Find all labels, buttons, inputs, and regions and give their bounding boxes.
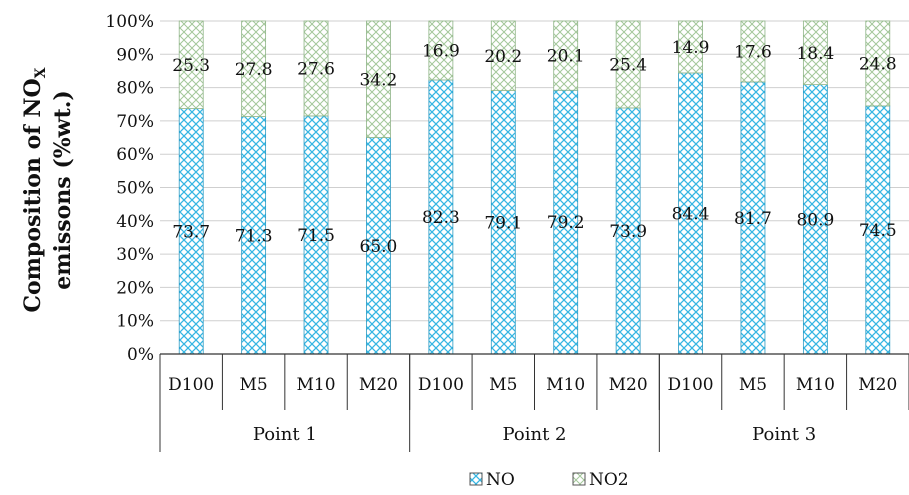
data-label-no2: 34.2 bbox=[360, 70, 398, 90]
y-tick-label: 90% bbox=[116, 45, 154, 65]
x-category-label: M20 bbox=[858, 375, 897, 395]
bar-no2 bbox=[553, 20, 579, 91]
bar-no bbox=[428, 79, 454, 355]
x-category-label: M10 bbox=[796, 375, 835, 395]
data-label-no: 84.4 bbox=[672, 204, 710, 224]
data-label-no: 81.7 bbox=[734, 209, 772, 229]
data-label-no: 73.9 bbox=[609, 222, 647, 242]
data-label-no: 79.2 bbox=[547, 213, 585, 233]
bar-no2 bbox=[740, 20, 766, 83]
legend: NO NO2 bbox=[469, 470, 629, 490]
data-label-no2: 20.2 bbox=[484, 47, 522, 67]
bar-no2 bbox=[615, 20, 641, 109]
bar-no2 bbox=[802, 20, 828, 86]
data-label-no: 80.9 bbox=[796, 210, 834, 230]
bar-no2 bbox=[303, 20, 329, 117]
y-axis-title-subscript: X bbox=[33, 67, 49, 78]
data-label-no: 82.3 bbox=[422, 208, 460, 228]
x-category-label: M5 bbox=[739, 375, 767, 395]
bar-no bbox=[366, 137, 391, 355]
data-label-no: 65.0 bbox=[360, 237, 398, 257]
data-label-no2: 17.6 bbox=[734, 42, 772, 62]
bar-no2 bbox=[678, 20, 703, 74]
y-axis-ticks: 0% 10% 20% 30% 40% 50% 60% 70% 80% 90% 100% bbox=[105, 12, 154, 365]
y-axis-title-line1: Composition of NO bbox=[20, 78, 46, 312]
data-label-no2: 24.8 bbox=[859, 54, 897, 74]
x-group-label: Point 3 bbox=[752, 424, 816, 445]
bar-no2 bbox=[490, 20, 516, 91]
x-category-label: M10 bbox=[297, 375, 336, 395]
data-label-no2: 27.6 bbox=[297, 59, 335, 79]
legend-swatch-no2 bbox=[572, 472, 586, 486]
data-labels: 73.7 25.3 71.3 27.8 71.5 27.6 65.0 34.2 82.3 16.9… bbox=[172, 38, 896, 257]
y-axis-title: Composition of NOX bbox=[20, 67, 49, 312]
data-label-no: 73.7 bbox=[172, 222, 210, 242]
bar-no2 bbox=[865, 20, 891, 107]
y-tick-label: 60% bbox=[116, 145, 154, 165]
y-axis-title-line2: emissons (%wt.) bbox=[50, 90, 76, 290]
data-label-no2: 27.8 bbox=[235, 60, 273, 80]
x-category-label: D100 bbox=[418, 375, 464, 395]
gridlines bbox=[160, 20, 909, 322]
data-label-no2: 25.4 bbox=[609, 55, 647, 75]
x-axis: D100 M5 M10 M20 D100 M5 M10 M20 D100 M5 M10 M20 Poin… bbox=[159, 353, 909, 452]
legend-label-no2: NO2 bbox=[589, 470, 629, 490]
bar-no2 bbox=[241, 20, 267, 117]
y-tick-label: 30% bbox=[116, 245, 154, 265]
x-category-label: M10 bbox=[546, 375, 585, 395]
bar-no2 bbox=[178, 20, 204, 109]
data-label-no2: 20.1 bbox=[547, 47, 585, 67]
bar-no2 bbox=[428, 20, 454, 81]
data-label-no2: 18.4 bbox=[796, 44, 834, 64]
y-tick-label: 100% bbox=[105, 12, 154, 32]
data-label-no2: 14.9 bbox=[672, 38, 710, 58]
y-tick-label: 20% bbox=[116, 278, 154, 298]
y-tick-label: 40% bbox=[116, 212, 154, 232]
y-tick-label: 70% bbox=[116, 112, 154, 132]
x-category-label: M20 bbox=[359, 375, 398, 395]
x-group-label: Point 1 bbox=[253, 424, 317, 445]
data-label-no: 71.5 bbox=[297, 226, 335, 246]
x-category-label: M20 bbox=[609, 375, 648, 395]
data-label-no: 71.3 bbox=[235, 226, 273, 246]
bar-no bbox=[553, 89, 579, 355]
data-label-no: 74.5 bbox=[859, 221, 897, 241]
x-category-label: M5 bbox=[240, 375, 268, 395]
y-tick-label: 50% bbox=[116, 179, 154, 199]
y-tick-label: 80% bbox=[116, 79, 154, 99]
y-tick-label: 10% bbox=[116, 312, 154, 332]
y-tick-label: 0% bbox=[127, 345, 154, 365]
bar-no2 bbox=[366, 20, 391, 138]
legend-label-no: NO bbox=[486, 470, 515, 490]
x-group-label: Point 2 bbox=[503, 424, 567, 445]
data-label-no2: 16.9 bbox=[422, 41, 460, 61]
x-category-label: D100 bbox=[668, 375, 714, 395]
x-category-label: D100 bbox=[168, 375, 214, 395]
bar-no bbox=[303, 115, 329, 355]
data-label-no2: 25.3 bbox=[172, 56, 210, 76]
x-category-label: M5 bbox=[489, 375, 517, 395]
legend-swatch-no bbox=[469, 472, 483, 486]
data-label-no: 79.1 bbox=[484, 213, 522, 233]
